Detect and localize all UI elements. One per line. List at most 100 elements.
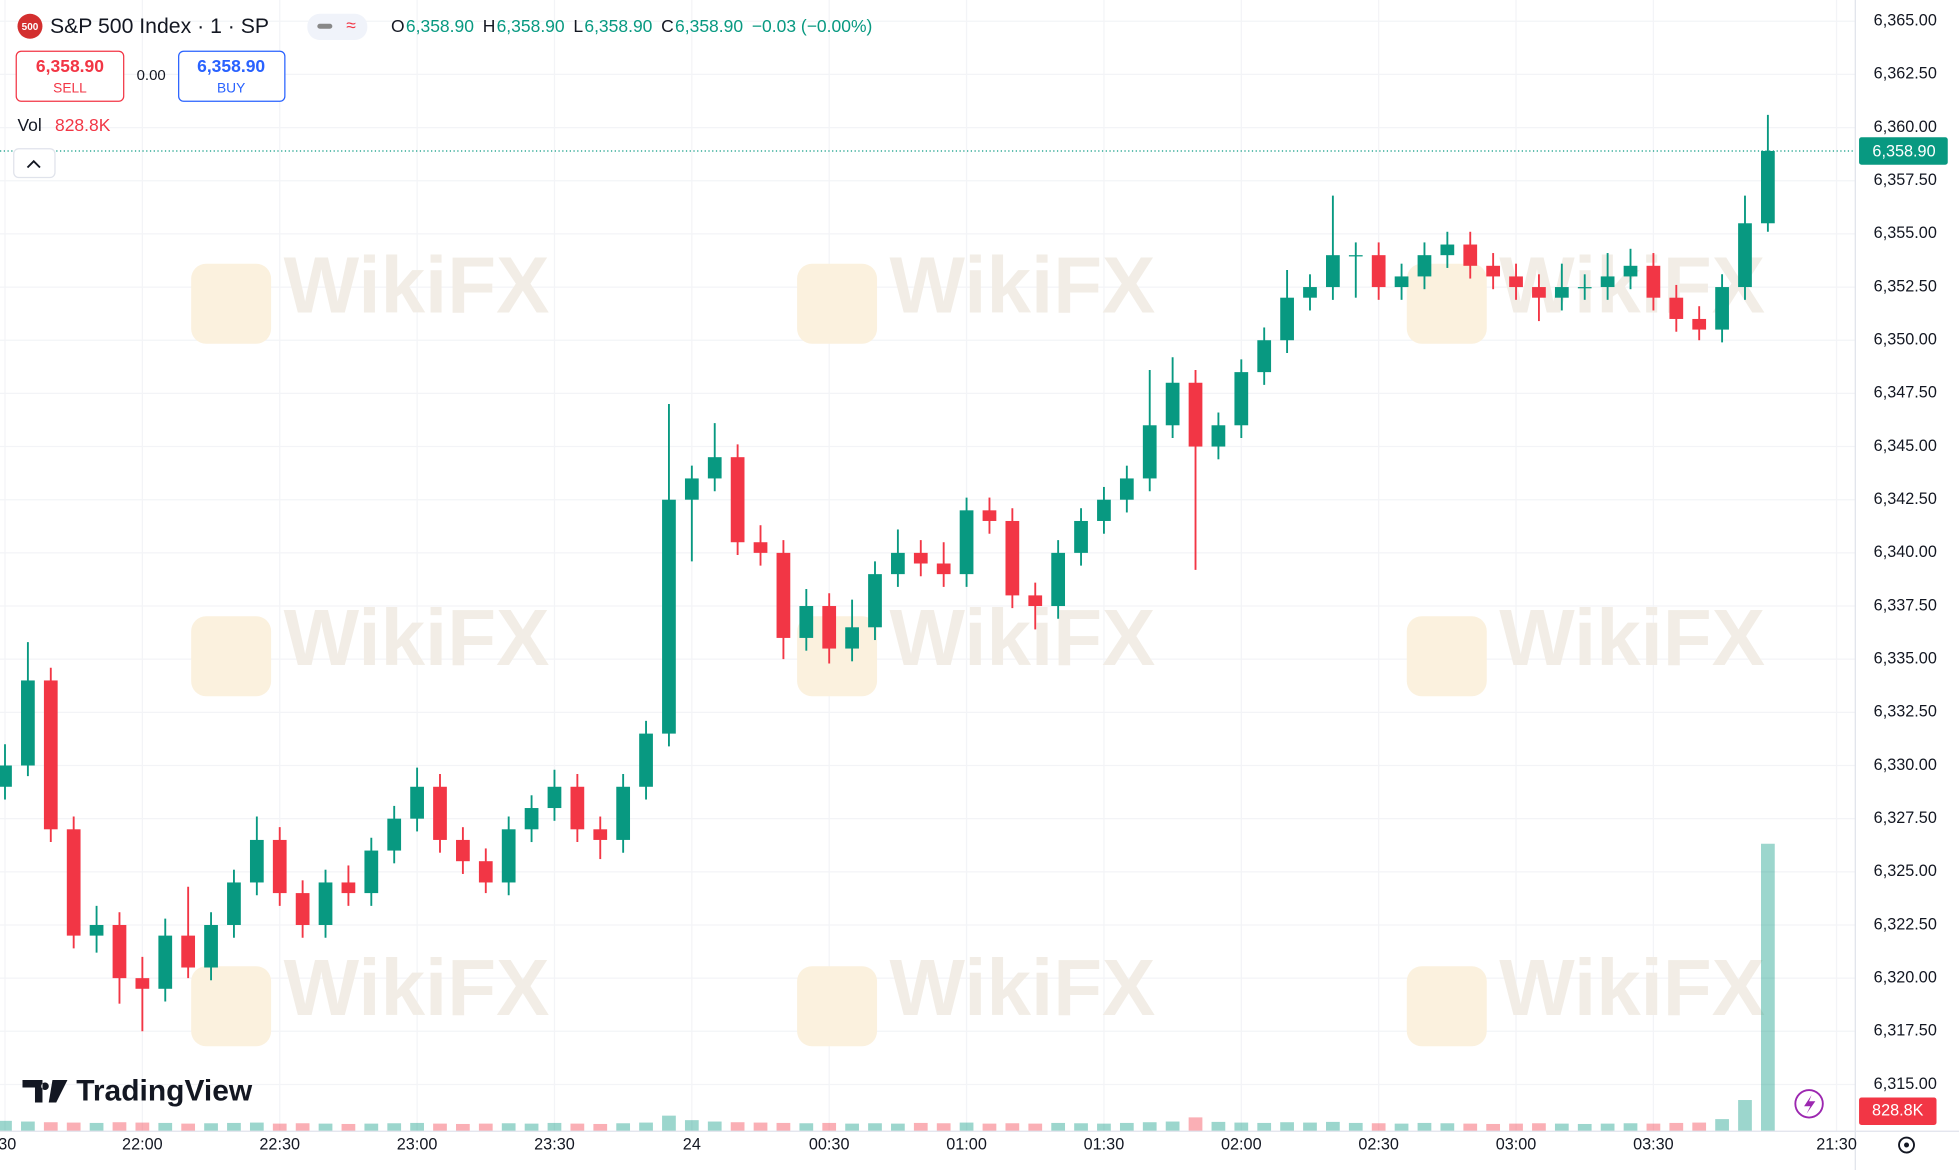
candle-body bbox=[1440, 244, 1455, 256]
candle-body bbox=[1234, 372, 1249, 426]
y-tick-label: 6,360.00 bbox=[1874, 118, 1937, 136]
watermark-text: WikiFX bbox=[890, 943, 1156, 1032]
volume-bar bbox=[845, 1123, 859, 1132]
volume-bar bbox=[1348, 1122, 1363, 1132]
candle-body bbox=[524, 808, 539, 830]
candle-body bbox=[478, 861, 493, 883]
spread: 0.00 bbox=[137, 67, 166, 84]
volume-bar bbox=[1600, 1123, 1615, 1132]
candle-body bbox=[776, 552, 791, 638]
candle-body bbox=[433, 786, 447, 840]
y-tick-label: 6,365.00 bbox=[1874, 12, 1937, 30]
volume-tag bbox=[1859, 1097, 1937, 1125]
volume-bar bbox=[616, 1123, 631, 1132]
x-tick-label: 01:00 bbox=[946, 1135, 987, 1153]
volume-bar bbox=[249, 1122, 264, 1132]
watermark-text: WikiFX bbox=[1499, 943, 1765, 1032]
y-tick-label: 6,315.00 bbox=[1874, 1075, 1937, 1093]
candle-body bbox=[707, 457, 722, 479]
y-tick-label: 6,317.50 bbox=[1874, 1022, 1937, 1040]
candle-body bbox=[822, 606, 837, 649]
volume-bar bbox=[43, 1122, 58, 1132]
candle-body bbox=[410, 786, 424, 819]
volume-bar bbox=[0, 1120, 12, 1132]
x-tick-label: 03:30 bbox=[1633, 1135, 1674, 1153]
volume-bar bbox=[1646, 1123, 1661, 1132]
y-tick-label: 6,362.50 bbox=[1874, 65, 1937, 83]
volume-bar bbox=[478, 1123, 493, 1132]
candle-body bbox=[204, 924, 218, 968]
candle-body bbox=[959, 510, 974, 575]
y-tick-label: 6,325.00 bbox=[1874, 862, 1937, 880]
candle-body bbox=[799, 606, 814, 638]
candle-body bbox=[1371, 255, 1386, 288]
volume-bar bbox=[799, 1123, 814, 1132]
candle-body bbox=[112, 924, 127, 979]
volume-bar bbox=[1394, 1123, 1409, 1132]
candle-body bbox=[1188, 382, 1203, 447]
watermark-text: WikiFX bbox=[890, 240, 1156, 329]
candle-body bbox=[1051, 552, 1066, 607]
volume-bar bbox=[936, 1123, 951, 1132]
candle-body bbox=[364, 850, 379, 894]
volume-bar bbox=[822, 1122, 837, 1132]
volume-bar bbox=[433, 1123, 447, 1132]
candle-body bbox=[684, 478, 699, 500]
settings-button[interactable] bbox=[1898, 1136, 1915, 1154]
buy-button[interactable] bbox=[178, 50, 286, 102]
volume-bar bbox=[1486, 1123, 1501, 1132]
sell-button[interactable] bbox=[15, 50, 125, 102]
candle-body bbox=[181, 935, 196, 968]
x-tick-label: 00:30 bbox=[809, 1135, 850, 1153]
volume-bar bbox=[1509, 1123, 1523, 1132]
sell-label: SELL bbox=[53, 80, 87, 95]
candle-body bbox=[341, 882, 356, 894]
volume-bar bbox=[1165, 1121, 1180, 1132]
plot bbox=[0, 114, 1856, 1132]
candle-body bbox=[295, 893, 310, 925]
volume-bar bbox=[1554, 1123, 1569, 1132]
symbol-title[interactable]: S&P 500 Index · 1 · SP bbox=[50, 14, 269, 38]
volume-bar bbox=[387, 1123, 402, 1132]
volume-bar bbox=[1440, 1123, 1455, 1132]
volume-bar bbox=[1715, 1119, 1729, 1132]
candle-body bbox=[1165, 382, 1180, 426]
y-tick-label: 6,330.00 bbox=[1874, 756, 1937, 774]
candle-body bbox=[616, 786, 631, 840]
watermark-text: WikiFX bbox=[1499, 593, 1765, 682]
status-pill[interactable] bbox=[307, 13, 368, 40]
candle-body bbox=[891, 552, 905, 575]
volume-tag-label: 828.8K bbox=[1872, 1102, 1924, 1120]
volume-bar bbox=[891, 1123, 905, 1132]
volume-bar bbox=[318, 1123, 333, 1132]
candle-body bbox=[1326, 255, 1340, 288]
volume-bar bbox=[158, 1122, 173, 1132]
ohlc-value: 6,358.90 bbox=[497, 16, 565, 36]
candle-body bbox=[1646, 265, 1661, 298]
candle-body bbox=[662, 499, 676, 734]
candle-body bbox=[1623, 265, 1638, 277]
volume-bar bbox=[501, 1123, 516, 1132]
candle-body bbox=[1692, 318, 1707, 330]
volume-bar bbox=[1119, 1122, 1134, 1132]
candle-body bbox=[1348, 255, 1363, 257]
volume-bar bbox=[66, 1122, 81, 1132]
volume-bar bbox=[662, 1115, 676, 1132]
vol-label: Vol bbox=[17, 115, 41, 135]
candle-body bbox=[1532, 287, 1546, 298]
sell-price: 6,358.90 bbox=[36, 56, 104, 76]
ohlc-label: L bbox=[573, 16, 583, 36]
y-tick-label: 6,352.50 bbox=[1874, 277, 1937, 295]
volume-bar bbox=[868, 1123, 882, 1132]
x-tick-label: 03:00 bbox=[1496, 1135, 1537, 1153]
y-tick-label: 6,357.50 bbox=[1874, 171, 1937, 189]
x-tick-label: :30 bbox=[0, 1135, 16, 1153]
volume-bar bbox=[959, 1122, 974, 1132]
candle-body bbox=[1463, 244, 1478, 266]
volume-bar bbox=[204, 1123, 218, 1132]
watermark: WikiFX bbox=[1406, 943, 1765, 1047]
watermark: WikiFX bbox=[797, 240, 1156, 344]
candle-body bbox=[89, 924, 104, 936]
